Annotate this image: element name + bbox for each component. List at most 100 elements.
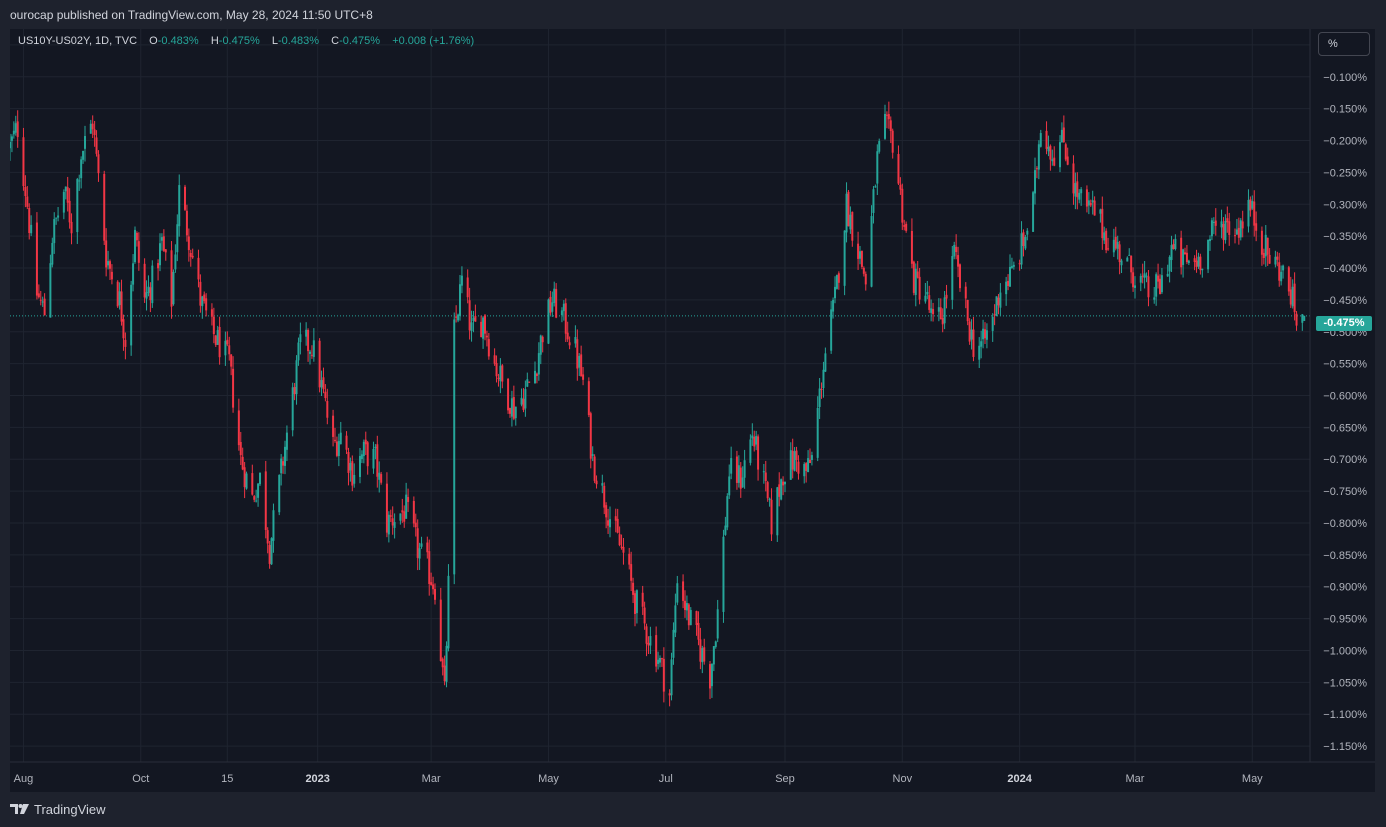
footer-brand[interactable]: TradingView bbox=[10, 800, 106, 818]
candle-body bbox=[534, 370, 536, 384]
candle-body bbox=[816, 407, 819, 458]
candle-body bbox=[1182, 249, 1185, 265]
candle-body bbox=[374, 446, 377, 449]
candle-body bbox=[618, 534, 621, 546]
candle-body bbox=[103, 173, 106, 241]
candle-body bbox=[980, 341, 983, 347]
candle-body bbox=[982, 328, 985, 340]
candle-body bbox=[1093, 200, 1096, 216]
symbol-label: US10Y-US02Y, 1D, TVC bbox=[18, 35, 138, 47]
candle-body bbox=[1126, 257, 1129, 262]
candle-body bbox=[243, 467, 246, 488]
candle-body bbox=[739, 467, 742, 489]
scale-mode-button[interactable]: % bbox=[1318, 32, 1370, 56]
candle-body bbox=[391, 518, 394, 526]
candle-body bbox=[1170, 245, 1173, 261]
time-axis[interactable]: Aug Oct 15 2023 Mar May Jul Sep Nov 2024 Mar May bbox=[10, 761, 1375, 785]
candle-body bbox=[1266, 237, 1269, 255]
candle-body bbox=[822, 369, 825, 389]
candle-body bbox=[1180, 237, 1183, 268]
x-tick-label: 15 bbox=[221, 773, 233, 785]
candle-body bbox=[1012, 264, 1015, 267]
candle-body bbox=[305, 329, 308, 337]
candle-body bbox=[959, 264, 961, 289]
y-tick-label: −1.100% bbox=[1323, 709, 1367, 721]
change-value: +0.008 (+1.76%) bbox=[392, 35, 475, 47]
candle-body bbox=[1034, 170, 1036, 194]
candle-body bbox=[684, 600, 686, 611]
candle-body bbox=[284, 446, 286, 466]
candle-body bbox=[609, 519, 611, 528]
candle-body bbox=[51, 242, 54, 265]
candle-body bbox=[1237, 227, 1240, 238]
candle-body bbox=[764, 472, 767, 482]
candle-body bbox=[803, 464, 806, 477]
candle-body bbox=[568, 342, 571, 346]
candle-body bbox=[1047, 146, 1050, 152]
candle-body bbox=[553, 288, 556, 303]
candle-body bbox=[1076, 181, 1079, 198]
candle-body bbox=[445, 645, 448, 682]
candle-body bbox=[1264, 234, 1267, 257]
y-tick-label: −0.550% bbox=[1323, 359, 1367, 371]
candle-body bbox=[1234, 235, 1236, 237]
candle-body bbox=[1168, 256, 1171, 272]
candle-body bbox=[728, 476, 731, 496]
candle-body bbox=[347, 452, 350, 473]
high-value: -0.475% bbox=[218, 35, 260, 47]
candle-body bbox=[12, 130, 15, 135]
candle-body bbox=[241, 456, 244, 470]
candle-body bbox=[582, 374, 585, 380]
candle-body bbox=[670, 659, 673, 696]
x-tick-label: 2024 bbox=[1007, 773, 1032, 785]
candle-body bbox=[1062, 127, 1065, 142]
candle-body bbox=[535, 373, 538, 376]
candle-body bbox=[378, 472, 381, 480]
candle-body bbox=[641, 592, 644, 607]
candle-body bbox=[878, 141, 881, 152]
y-tick-label: −0.150% bbox=[1323, 104, 1367, 116]
candle-body bbox=[1157, 275, 1160, 282]
candle-body bbox=[743, 460, 746, 478]
candlestick-chart[interactable]: −0.050%−0.100%−0.150%−0.200%−0.250%−0.30… bbox=[10, 29, 1375, 792]
candle-body bbox=[447, 575, 450, 649]
price-axis[interactable]: −0.050%−0.100%−0.150%−0.200%−0.250%−0.30… bbox=[1309, 29, 1367, 762]
candle-body bbox=[957, 255, 960, 267]
candle-body bbox=[312, 340, 315, 357]
candle-body bbox=[1239, 220, 1242, 238]
candle-body bbox=[703, 647, 706, 662]
candle-body bbox=[1193, 258, 1196, 262]
candle-body bbox=[889, 120, 892, 131]
candle-body bbox=[970, 329, 973, 340]
candle-body bbox=[62, 191, 65, 213]
candle-body bbox=[616, 518, 619, 533]
candle-body bbox=[985, 330, 988, 340]
candle-body bbox=[426, 542, 429, 553]
candle-body bbox=[660, 658, 663, 660]
candle-body bbox=[310, 354, 313, 356]
candle-body bbox=[1101, 208, 1104, 239]
candle-body bbox=[628, 553, 631, 565]
candle-body bbox=[1053, 157, 1056, 166]
candle-body bbox=[484, 315, 486, 334]
chart-panel[interactable]: −0.050%−0.100%−0.150%−0.200%−0.250%−0.30… bbox=[10, 29, 1375, 792]
candle-body bbox=[1207, 239, 1210, 270]
candle-body bbox=[655, 635, 658, 667]
candle-body bbox=[997, 297, 1000, 306]
candle-body bbox=[307, 329, 310, 352]
candle-body bbox=[1074, 183, 1077, 197]
candle-body bbox=[360, 454, 363, 460]
candle-body bbox=[366, 442, 369, 467]
candle-body bbox=[145, 292, 148, 299]
candle-body bbox=[414, 522, 417, 528]
candle-body bbox=[1260, 230, 1263, 255]
candle-body bbox=[1128, 254, 1131, 256]
close-value: -0.475% bbox=[339, 35, 381, 47]
candle-body bbox=[1222, 223, 1225, 240]
candle-body bbox=[97, 154, 100, 174]
candle-body bbox=[620, 546, 623, 548]
candle-body bbox=[587, 381, 590, 416]
candle-body bbox=[632, 582, 635, 595]
y-tick-label: −0.250% bbox=[1323, 167, 1367, 179]
grid-lines bbox=[10, 29, 1310, 762]
